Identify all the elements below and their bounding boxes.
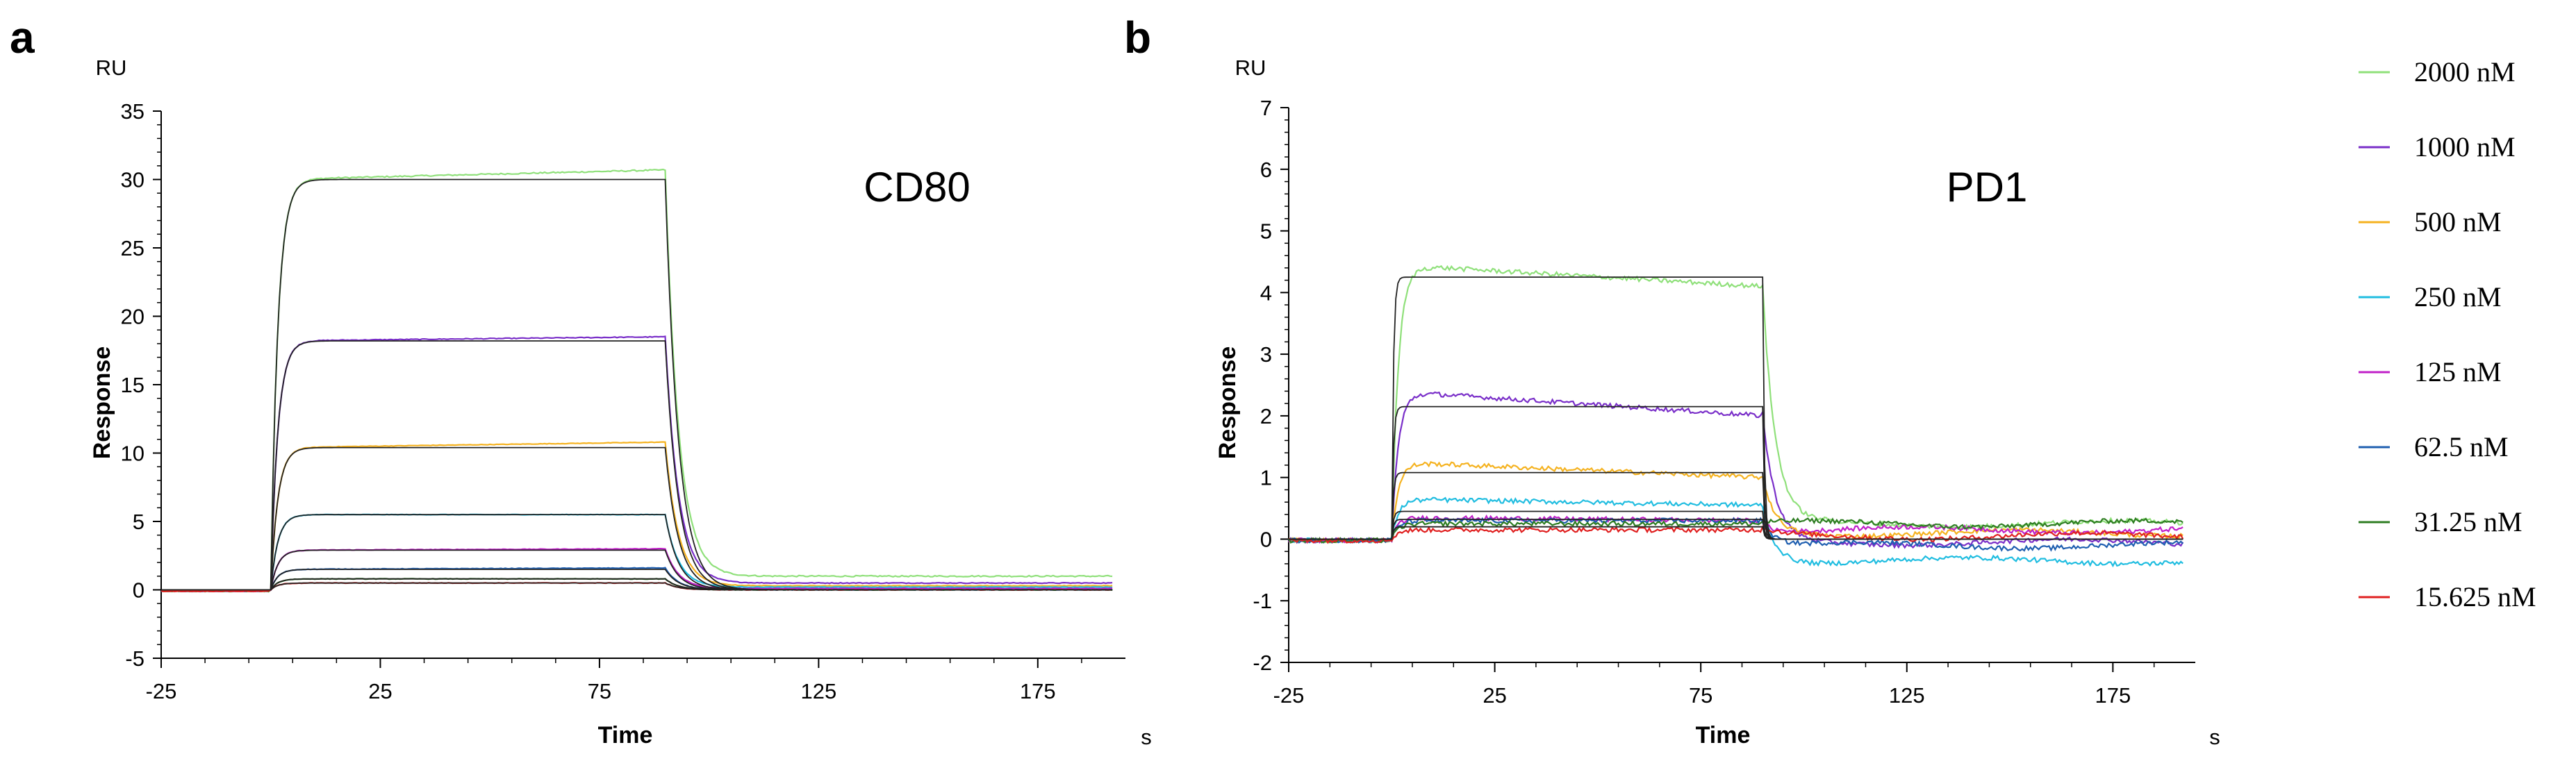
panel-a-y-tick-label: 30 xyxy=(121,168,145,192)
panel-a-series-1000-nM xyxy=(160,335,1113,593)
panel-b-series-2000-nM xyxy=(1288,265,2183,544)
panel-b-y-tick-label: 0 xyxy=(1260,527,1272,551)
panel-b-y-tick-label: 4 xyxy=(1260,281,1272,305)
legend-label-15-625: 15.625 nM xyxy=(2414,581,2536,612)
panel-b-y-tick-label: -2 xyxy=(1253,651,1272,675)
panel-a-series-250-nM xyxy=(160,513,1113,592)
legend-label-62-5: 62.5 nM xyxy=(2414,431,2509,462)
panel-b-y-tick-label: -1 xyxy=(1253,589,1272,613)
panel-b-series-125-nM xyxy=(1288,514,2183,544)
panel-b-fit-curve xyxy=(1289,526,2183,540)
panel-a-x-unit: s xyxy=(1141,725,1152,749)
panel-b-series-15-625-nM xyxy=(1288,525,2184,544)
legend-label-500: 500 nM xyxy=(2414,206,2502,237)
panel-a-y-tick-label: 20 xyxy=(121,305,145,329)
legend: 2000 nM 1000 nM 500 nM 250 nM 125 nM 62.… xyxy=(2359,56,2536,612)
panel-a-y-tick-label: 5 xyxy=(133,510,145,534)
panel-b-x-title: Time xyxy=(1696,722,1751,749)
panel-a-y-tick-label: 10 xyxy=(121,442,145,466)
panel-a-series-500-nM xyxy=(160,441,1113,593)
panel-a-y-tick-label: 35 xyxy=(121,99,145,124)
panel-a-series-2000-nM xyxy=(160,168,1113,593)
panel-a-y-title: Response xyxy=(89,346,115,460)
panel-a-fit-curve xyxy=(161,340,1113,591)
legend-label-2000: 2000 nM xyxy=(2414,56,2516,87)
panel-b-y-tick-label: 7 xyxy=(1260,96,1272,120)
legend-label-125: 125 nM xyxy=(2414,356,2502,387)
panel-b-y-title: Response xyxy=(1214,346,1241,460)
panel-b-y-unit: RU xyxy=(1235,56,1266,80)
panel-a-y-tick-label: -5 xyxy=(125,646,145,671)
panel-a-x-title: Time xyxy=(598,722,653,749)
panel-b-x-tick-label: -25 xyxy=(1273,683,1305,708)
panel-b-y-tick-label: 3 xyxy=(1260,342,1272,367)
legend-label-31-25: 31.25 nM xyxy=(2414,506,2523,537)
panel-b-series-31-25-nM xyxy=(1288,517,2183,544)
panel-a-x-tick-label: -25 xyxy=(146,679,177,703)
panel-a-x-tick-label: 175 xyxy=(1020,679,1056,703)
panel-b-annotation: PD1 xyxy=(1947,164,2028,210)
panel-a-x-tick-label: 75 xyxy=(588,679,611,703)
panel-b-y-tick-label: 5 xyxy=(1260,219,1272,244)
legend-label-250: 250 nM xyxy=(2414,281,2502,312)
panel-b-series-250-nM xyxy=(1288,496,2183,568)
panel-b-x-tick-label: 75 xyxy=(1689,683,1712,708)
panel-b-plot: -2 -1 0 1 2 3 4 5 6 7 -25 25 75 125 175 xyxy=(1253,96,2195,708)
panel-b-y-tick-label: 1 xyxy=(1260,466,1272,490)
panel-a-x-tick-label: 25 xyxy=(368,679,392,703)
panel-b-x-tick-label: 125 xyxy=(1889,683,1925,708)
panel-b-y-tick-label: 6 xyxy=(1260,158,1272,182)
panel-a-y-tick-label: 0 xyxy=(133,578,145,603)
panel-b-letter: b xyxy=(1124,12,1151,62)
panel-b-x-tick-label: 25 xyxy=(1483,683,1506,708)
panel-a-fit-curve xyxy=(161,178,1113,591)
panel-a-y-tick-label: 15 xyxy=(121,373,145,397)
panel-b-x-tick-label: 175 xyxy=(2095,683,2131,708)
panel-b-series-500-nM xyxy=(1288,461,2183,544)
panel-a-x-tick-label: 125 xyxy=(800,679,836,703)
panel-b-y-tick-label: 2 xyxy=(1260,404,1272,428)
panel-a-letter: a xyxy=(10,12,35,62)
panel-a-y-tick-label: 25 xyxy=(121,236,145,260)
panel-b-x-unit: s xyxy=(2209,725,2220,749)
legend-label-1000: 1000 nM xyxy=(2414,131,2516,162)
panel-a-fit-curve xyxy=(161,582,1113,591)
panel-b-series-1000-nM xyxy=(1288,391,2184,549)
panel-a-y-unit: RU xyxy=(96,56,127,80)
panel-a-annotation: CD80 xyxy=(864,164,970,210)
panel-a-plot: -5 0 5 10 15 20 25 30 35 -25 25 75 125 175 xyxy=(121,99,1125,703)
